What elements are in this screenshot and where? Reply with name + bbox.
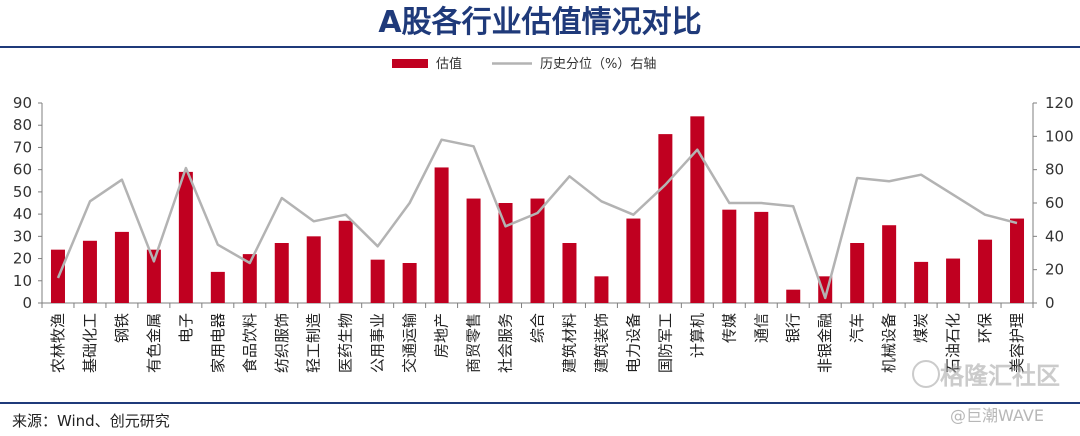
- watermark-sub: @巨潮WAVE: [950, 406, 1044, 425]
- bar: [498, 203, 513, 303]
- category-label: 非银金融: [816, 313, 834, 373]
- category-label: 建筑装饰: [592, 313, 610, 373]
- bar: [658, 134, 673, 303]
- category-label: 汽车: [848, 313, 866, 343]
- bar: [370, 259, 385, 303]
- category-label: 石油石化: [944, 313, 962, 373]
- left-tick-label: 0: [22, 294, 32, 312]
- category-label: 机械设备: [880, 313, 898, 373]
- source-note: 来源：Wind、创元研究: [12, 412, 170, 430]
- bar: [114, 231, 129, 303]
- watermark-main: 格隆汇社区: [940, 362, 1060, 390]
- bar: [402, 263, 417, 303]
- left-tick-label: 50: [13, 183, 32, 201]
- category-label: 轻工制造: [305, 313, 323, 373]
- category-label: 美容护理: [1008, 313, 1026, 373]
- bar: [914, 261, 929, 303]
- watermark-icon: [912, 360, 940, 388]
- category-label: 有色金属: [145, 313, 163, 373]
- footer-divider: [0, 402, 1080, 404]
- title-divider: [0, 46, 1080, 48]
- bar: [338, 220, 353, 303]
- legend-swatch-bar: [392, 59, 428, 68]
- legend-label-line: 历史分位（%）右轴: [540, 57, 656, 72]
- category-label: 基础化工: [81, 313, 99, 373]
- bar: [530, 198, 545, 303]
- bar: [146, 249, 161, 303]
- right-tick-label: 20: [1045, 261, 1064, 279]
- left-tick-label: 30: [13, 227, 32, 245]
- category-label: 商贸零售: [465, 313, 483, 373]
- category-label: 社会服务: [497, 313, 515, 373]
- bar: [242, 254, 257, 303]
- category-label: 环保: [976, 313, 994, 343]
- right-tick-label: 80: [1045, 161, 1064, 179]
- left-tick-label: 80: [13, 116, 32, 134]
- category-label: 银行: [784, 313, 802, 343]
- left-tick-label: 20: [13, 250, 32, 268]
- right-tick-label: 0: [1045, 294, 1055, 312]
- category-label: 电子: [177, 313, 195, 343]
- category-label: 通信: [752, 313, 770, 343]
- bar: [946, 258, 961, 303]
- bar: [1010, 218, 1025, 303]
- axes: 0 10 20 30 40 50 60 70 80 90 0 20 40 60 80 100 120: [13, 94, 1074, 312]
- bar: [466, 198, 481, 303]
- bar: [210, 271, 225, 303]
- category-label: 食品饮料: [241, 313, 259, 373]
- bar: [306, 236, 321, 303]
- left-tick-label: 70: [13, 138, 32, 156]
- category-label: 公用事业: [369, 313, 387, 373]
- right-tick-label: 120: [1045, 94, 1074, 112]
- category-label: 建筑材料: [561, 313, 579, 373]
- bar: [626, 218, 641, 303]
- category-label: 传媒: [720, 313, 738, 343]
- category-label: 综合: [529, 313, 547, 343]
- bar: [786, 289, 801, 303]
- category-label: 农林牧渔: [49, 313, 67, 373]
- category-label: 煤炭: [912, 313, 930, 343]
- bar: [978, 239, 993, 303]
- category-label: 国防军工: [656, 313, 674, 373]
- bar: [562, 243, 577, 303]
- category-label: 钢铁: [113, 313, 131, 343]
- percentile-line: [56, 138, 1018, 300]
- bars: [50, 116, 1025, 303]
- legend-label-bar: 估值: [436, 56, 462, 72]
- category-label: 电力设备: [624, 313, 642, 373]
- bar: [594, 276, 609, 303]
- bar: [882, 225, 897, 303]
- bar: [178, 171, 193, 303]
- left-tick-label: 60: [13, 161, 32, 179]
- right-tick-label: 40: [1045, 227, 1064, 245]
- bar: [274, 243, 289, 303]
- left-tick-label: 90: [13, 94, 32, 112]
- category-label: 纺织服饰: [273, 313, 291, 373]
- bar: [754, 211, 769, 303]
- bar: [434, 167, 449, 303]
- category-label: 计算机: [688, 313, 706, 358]
- left-tick-label: 10: [13, 272, 32, 290]
- line-series: [56, 138, 1018, 300]
- category-labels: 农林牧渔 基础化工 钢铁 有色金属 电子 家用电器 食品饮料 纺织服饰 轻工制造 医药生物 公用事业…: [49, 313, 1026, 373]
- category-label: 医药生物: [337, 313, 355, 373]
- right-tick-label: 100: [1045, 127, 1074, 145]
- bar: [850, 243, 865, 303]
- chart-title: A股各行业估值情况对比: [378, 5, 702, 40]
- left-tick-label: 40: [13, 205, 32, 223]
- legend: 估值 历史分位（%）右轴: [392, 56, 656, 72]
- bar: [82, 240, 97, 303]
- category-label: 家用电器: [209, 313, 227, 373]
- category-label: 房地产: [433, 313, 451, 358]
- bar: [722, 209, 737, 303]
- right-tick-label: 60: [1045, 194, 1064, 212]
- bar: [690, 116, 705, 303]
- chart: 估值 历史分位（%）右轴 0 10 20 30 40 50 60 70 80 90 0 20 40 60 8…: [13, 56, 1074, 373]
- category-label: 交通运输: [401, 313, 419, 373]
